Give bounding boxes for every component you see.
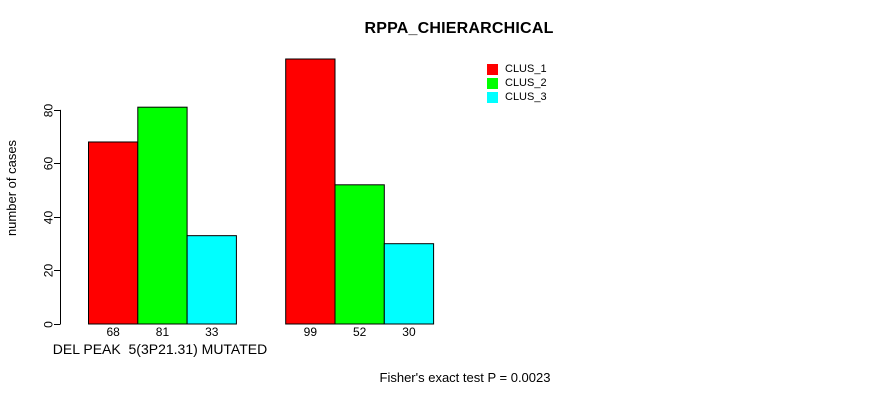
annotation-text: Fisher's exact test P = 0.0023 [379,370,551,385]
bar-value-label: 30 [402,325,416,339]
bar-value-label: 99 [304,325,318,339]
y-tick-label: 0 [42,321,56,328]
bar-value-label: 52 [353,325,367,339]
legend: CLUS_1 CLUS_2 CLUS_3 [487,64,547,106]
bar-value-label: 33 [205,325,219,339]
y-tick-label: 60 [42,157,56,171]
legend-label: CLUS_3 [505,91,547,103]
bar-value-label: 68 [106,325,120,339]
legend-swatch [487,64,498,75]
legend-row: CLUS_2 [487,78,547,89]
bar [88,141,139,325]
bar [334,184,385,325]
chart-title: RPPA_CHIERARCHICAL [364,20,554,37]
bar-value-label: 81 [156,325,170,339]
legend-label: CLUS_2 [505,77,547,89]
x-group-label: DEL PEAK 5(3P21.31) MUTATED [52,341,268,357]
y-tick-label: 80 [42,104,56,118]
bar-value-labels: 68 81 33 99 52 30 [106,325,415,339]
y-tick-label: 20 [42,264,56,278]
bar [186,235,237,325]
legend-swatch [487,92,498,103]
bar [383,243,435,325]
bar [285,58,336,325]
y-axis-label: number of cases [4,139,19,236]
y-tick-label: 40 [42,211,56,225]
y-axis: 0 20 40 60 80 [42,104,61,328]
legend-label: CLUS_1 [505,63,547,75]
bars [88,58,435,325]
bar [137,106,188,325]
legend-row: CLUS_1 [487,64,547,75]
legend-swatch [487,78,498,89]
legend-row: CLUS_3 [487,92,547,103]
